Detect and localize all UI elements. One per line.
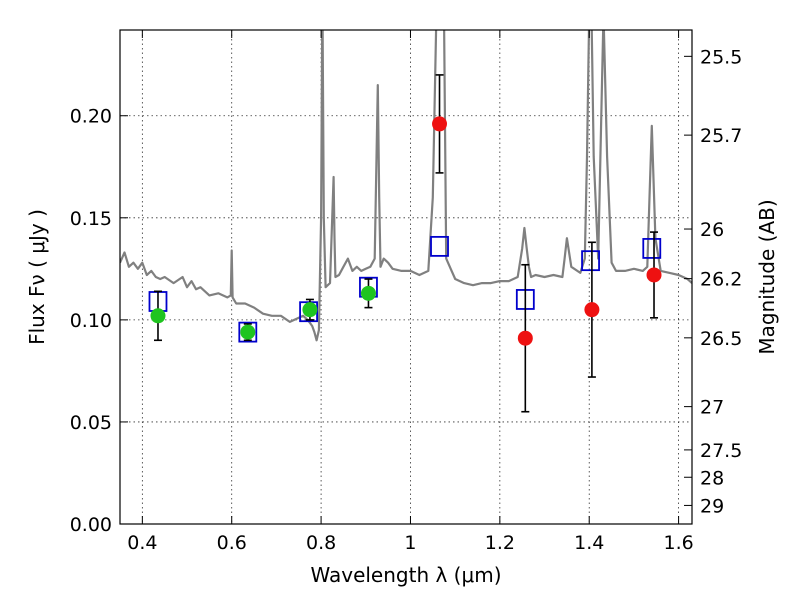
photometry-circle-point — [517, 330, 533, 346]
photometry-circle-point — [150, 308, 166, 324]
x-tick-label: 0.8 — [306, 532, 336, 554]
plot-frame — [119, 29, 693, 525]
y-axis-title-left: Flux Fν ( μJy ) — [25, 209, 49, 345]
x-tick-label: 1.6 — [663, 532, 693, 554]
x-tick-label: 1.4 — [574, 532, 604, 554]
model-square-point — [581, 250, 600, 272]
magnitude-tick-label: 26 — [700, 219, 724, 241]
y-tick-label: 0.15 — [70, 208, 112, 230]
magnitude-tick-label: 25.5 — [700, 46, 742, 68]
y-tick-label: 0.10 — [70, 310, 112, 332]
y-tick-label: 0.20 — [70, 106, 112, 128]
x-tick-label: 0.4 — [127, 532, 157, 554]
spectrum-line — [120, 30, 692, 342]
plot-background — [120, 30, 692, 524]
magnitude-tick-label: 25.7 — [700, 125, 742, 147]
plot-area — [120, 30, 692, 413]
photometry-circle-point — [240, 324, 256, 340]
y-tick-label: 0.05 — [70, 412, 112, 434]
photometry-circle-point — [432, 116, 448, 132]
model-square-point — [430, 235, 449, 257]
magnitude-tick-label: 26.2 — [700, 269, 742, 291]
magnitude-tick-label: 27 — [700, 397, 724, 419]
magnitude-tick-label: 27.5 — [700, 440, 742, 462]
magnitude-tick-label: 29 — [700, 495, 724, 517]
axis-ticks: 0.4 0.6 0.8 1 1.2 1.4 1.6 0.00 0.05 0.10 0.15 0.20 2… — [70, 30, 742, 554]
magnitude-tick-label: 26.5 — [700, 328, 742, 350]
model-square-point — [238, 321, 258, 343]
magnitude-tick-label: 28 — [700, 467, 724, 489]
x-tick-label: 1.2 — [485, 532, 515, 554]
y-axis-title-right: Magnitude (AB) — [755, 199, 779, 354]
y-tick-label: 0.00 — [70, 514, 112, 536]
photometry-circle-point — [360, 285, 376, 301]
model-square-point — [642, 238, 662, 259]
x-tick-label: 0.6 — [217, 532, 247, 554]
photometry-circle-point — [302, 302, 318, 318]
photometry-circle-point — [584, 302, 600, 318]
x-axis-title: Wavelength λ (μm) — [310, 563, 501, 587]
photometry-circle-point — [646, 267, 662, 283]
x-tick-label: 1 — [404, 532, 416, 554]
